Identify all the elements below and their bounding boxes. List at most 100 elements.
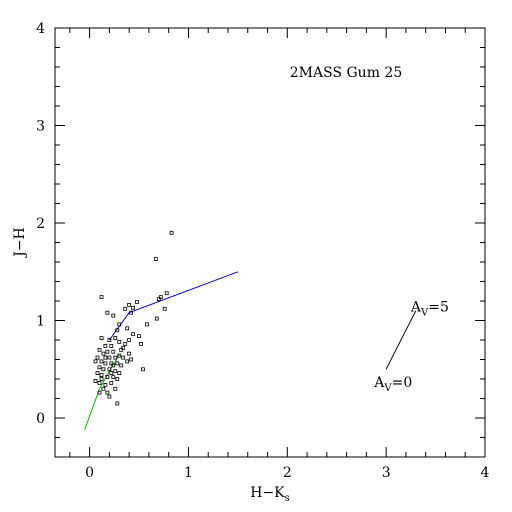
data-point: [95, 355, 100, 360]
data-point: [154, 316, 159, 321]
data-point: [117, 322, 122, 327]
data-point: [164, 291, 169, 296]
data-point: [117, 339, 122, 344]
annotation-label: AV=5: [410, 300, 449, 319]
data-point: [121, 345, 126, 350]
data-point: [127, 351, 131, 356]
data-point: [107, 338, 112, 342]
data-point: [103, 382, 108, 387]
data-point: [162, 306, 167, 311]
x-tick-label: 2: [283, 465, 292, 481]
data-point: [111, 375, 116, 380]
data-point: [105, 349, 110, 354]
data-point: [111, 363, 116, 368]
data-point: [113, 355, 118, 360]
data-point: [107, 355, 112, 360]
x-axis-label: H−Ks: [250, 485, 290, 504]
data-point: [103, 343, 108, 348]
axis-ticks: [55, 27, 486, 457]
data-point: [97, 347, 102, 352]
data-point: [109, 380, 114, 385]
tick-labels: 0 1 2 3 4 0 1 2 3 4: [36, 21, 489, 481]
data-point: [123, 306, 128, 311]
data-point: [111, 313, 116, 318]
data-point: [99, 377, 104, 381]
data-point: [158, 295, 163, 300]
data-point: [101, 351, 106, 356]
data-point: [125, 326, 130, 331]
data-point: [97, 390, 102, 395]
data-point: [117, 371, 122, 376]
x-tick-label: 4: [481, 465, 490, 481]
annotation-label: AV=0: [373, 375, 412, 394]
data-point: [111, 349, 116, 354]
data-point: [117, 353, 122, 358]
chart-title: 2MASS Gum 25: [290, 65, 402, 81]
data-point: [95, 371, 100, 376]
data-point: [113, 336, 118, 341]
data-point: [139, 341, 143, 346]
data-point: [103, 361, 108, 366]
data-point: [107, 394, 112, 399]
data-point: [93, 359, 98, 364]
data-point: [127, 338, 131, 342]
data-point: [105, 375, 110, 380]
reference-line: [84, 354, 120, 430]
data-point: [101, 367, 106, 372]
data-point: [113, 369, 118, 374]
data-point: [127, 302, 131, 307]
data-point: [115, 328, 120, 333]
data-point: [105, 390, 110, 395]
data-point: [156, 297, 161, 302]
data-point: [99, 373, 104, 378]
data-point: [131, 332, 136, 337]
data-point: [115, 361, 120, 366]
data-point: [109, 343, 114, 348]
data-point: [113, 386, 118, 391]
x-tick-label: 3: [382, 465, 391, 481]
x-axis-label-main: H−K: [250, 485, 285, 501]
data-points: [93, 230, 174, 406]
data-point: [153, 257, 158, 262]
y-tick-label: 3: [36, 119, 45, 135]
y-axis-label: J−H: [12, 227, 28, 259]
y-tick-label: 0: [36, 411, 45, 427]
data-point: [105, 310, 110, 315]
data-point: [103, 355, 108, 360]
reference-line: [385, 310, 417, 370]
data-point: [115, 377, 120, 381]
data-point: [144, 322, 149, 327]
annotations: AV=5 AV=0: [373, 300, 449, 394]
data-point: [137, 334, 141, 339]
x-axis-label-sub: s: [285, 493, 290, 504]
data-point: [99, 295, 104, 300]
data-point: [123, 341, 128, 346]
data-point: [109, 371, 114, 376]
data-point: [101, 386, 106, 391]
data-point: [129, 357, 134, 362]
x-tick-label: 1: [184, 465, 193, 481]
data-point: [129, 310, 134, 315]
data-point: [97, 380, 102, 385]
data-point: [99, 336, 104, 341]
data-point: [125, 359, 130, 364]
data-point: [119, 363, 124, 368]
data-point: [99, 359, 104, 364]
y-tick-label: 4: [36, 21, 45, 37]
x-tick-label: 0: [85, 465, 94, 481]
data-point: [107, 367, 112, 372]
data-point: [93, 378, 98, 383]
data-point: [141, 367, 145, 372]
y-tick-label: 2: [36, 216, 45, 232]
data-point: [131, 305, 136, 310]
data-point: [115, 401, 120, 406]
data-point: [109, 361, 114, 366]
data-point: [135, 300, 139, 304]
y-tick-label: 1: [36, 314, 45, 330]
data-point: [121, 355, 126, 360]
data-point: [169, 230, 174, 235]
data-point: [119, 347, 124, 352]
data-point: [97, 365, 102, 370]
